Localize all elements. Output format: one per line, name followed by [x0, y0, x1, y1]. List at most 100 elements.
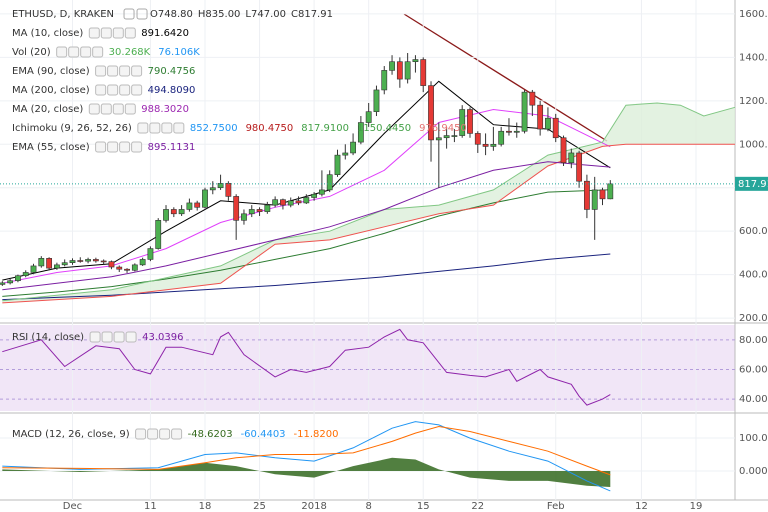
- legend-icon: [119, 141, 131, 153]
- last-price-tag: [735, 176, 768, 191]
- candle-body: [373, 89, 380, 112]
- legend-icon: [149, 122, 161, 134]
- y-tick-label: 1400.00: [739, 52, 768, 63]
- legend-icon: [131, 65, 143, 77]
- ohlc-value: C817.91: [291, 9, 333, 20]
- candle-body: [365, 111, 372, 123]
- candle-body: [30, 265, 37, 273]
- candle-body: [459, 109, 466, 136]
- y-tick-label: 40.0000: [739, 394, 768, 405]
- legend-value: 790.4756: [148, 66, 196, 77]
- candle-body: [474, 133, 481, 145]
- legend-name: Vol (20): [12, 47, 51, 58]
- legend-icon: [113, 331, 125, 343]
- x-tick-label: 18: [199, 501, 212, 512]
- indicator-line: [2, 189, 611, 297]
- candle-body: [521, 91, 528, 132]
- candle-body: [599, 189, 606, 200]
- candle-body: [311, 193, 318, 198]
- candle-body: [248, 209, 255, 215]
- indicator-line: [2, 161, 611, 291]
- candle-body: [482, 143, 489, 147]
- candle-body: [490, 143, 497, 147]
- candle-body: [334, 154, 341, 175]
- legend-icon: [125, 331, 137, 343]
- candle-body: [124, 268, 130, 271]
- candle-body: [85, 259, 91, 262]
- candle-body: [139, 259, 146, 266]
- candle-body: [584, 180, 590, 210]
- legend-name: MACD (12, 26, close, 9): [12, 429, 130, 440]
- legend-value: 976.9450: [419, 123, 467, 134]
- candle-body: [428, 85, 434, 141]
- candle-body: [326, 174, 333, 191]
- legend-icon: [100, 103, 112, 115]
- candle-body: [287, 200, 294, 206]
- ohlc-value: L747.00: [245, 9, 286, 20]
- candle-body: [186, 202, 193, 210]
- candle-body: [217, 183, 224, 189]
- candle-body: [241, 213, 247, 221]
- legend-value: 895.1131: [148, 142, 196, 153]
- y-tick-label: 600.00: [739, 226, 768, 237]
- legend-icon: [173, 122, 185, 134]
- candle-body: [607, 183, 614, 200]
- legend-value: 891.6420: [141, 28, 189, 39]
- macd-histogram: [2, 457, 611, 487]
- y-tick-label: 1200.00: [739, 96, 768, 107]
- macd-line: [2, 421, 611, 492]
- header-icon: [136, 8, 148, 20]
- candle-body: [537, 104, 544, 130]
- candle-body: [591, 189, 598, 210]
- candle-body: [295, 200, 302, 204]
- candle-body: [513, 130, 520, 133]
- candle-body: [443, 135, 450, 139]
- legend-value: 1150.4450: [357, 123, 411, 134]
- legend-value: 980.4750: [246, 123, 294, 134]
- header-icon: [123, 8, 135, 20]
- legend-icon: [131, 84, 143, 96]
- legend-icon: [80, 46, 92, 58]
- legend-icon: [56, 46, 68, 58]
- candle-body: [46, 258, 53, 269]
- candle-body: [170, 209, 177, 215]
- x-tick-label: Feb: [547, 501, 565, 512]
- legend-icon: [161, 122, 173, 134]
- legend-icon: [92, 46, 104, 58]
- candle-body: [233, 196, 240, 221]
- legend-icon: [101, 331, 113, 343]
- legend-icon: [171, 428, 183, 440]
- candle-body: [92, 259, 99, 262]
- candle-body: [389, 61, 395, 71]
- trendline: [403, 13, 608, 142]
- legend-value: 817.9100: [301, 123, 349, 134]
- legend-icon: [119, 65, 131, 77]
- candle-body: [545, 117, 551, 130]
- y-tick-label: 80.0000: [739, 335, 768, 346]
- legend-icon: [88, 27, 100, 39]
- ohlc-value: O748.80: [150, 9, 193, 20]
- candle-body: [568, 152, 575, 164]
- legend-icon: [112, 103, 124, 115]
- legend-name: MA (200, close): [12, 85, 90, 96]
- legend-value: 494.8090: [148, 85, 196, 96]
- candle-body: [202, 189, 208, 208]
- legend-icon: [107, 65, 119, 77]
- chart-title: ETHUSD, D, KRAKEN: [12, 9, 114, 20]
- candle-body: [420, 59, 427, 86]
- candle-body: [163, 209, 169, 221]
- candle-body: [350, 141, 356, 154]
- x-tick-label: Dec: [63, 501, 82, 512]
- legend-name: EMA (55, close): [12, 142, 90, 153]
- last-price-label: 817.91: [738, 179, 768, 190]
- candle-body: [194, 202, 201, 208]
- legend-value: -48.6203: [188, 429, 233, 440]
- candle-body: [69, 260, 76, 263]
- candle-body: [108, 261, 115, 268]
- candle-body: [552, 117, 559, 139]
- legend-value: 852.7500: [190, 123, 238, 134]
- cloud-fill: [2, 102, 736, 303]
- legend-icon: [100, 27, 112, 39]
- indicator-line: [2, 80, 611, 281]
